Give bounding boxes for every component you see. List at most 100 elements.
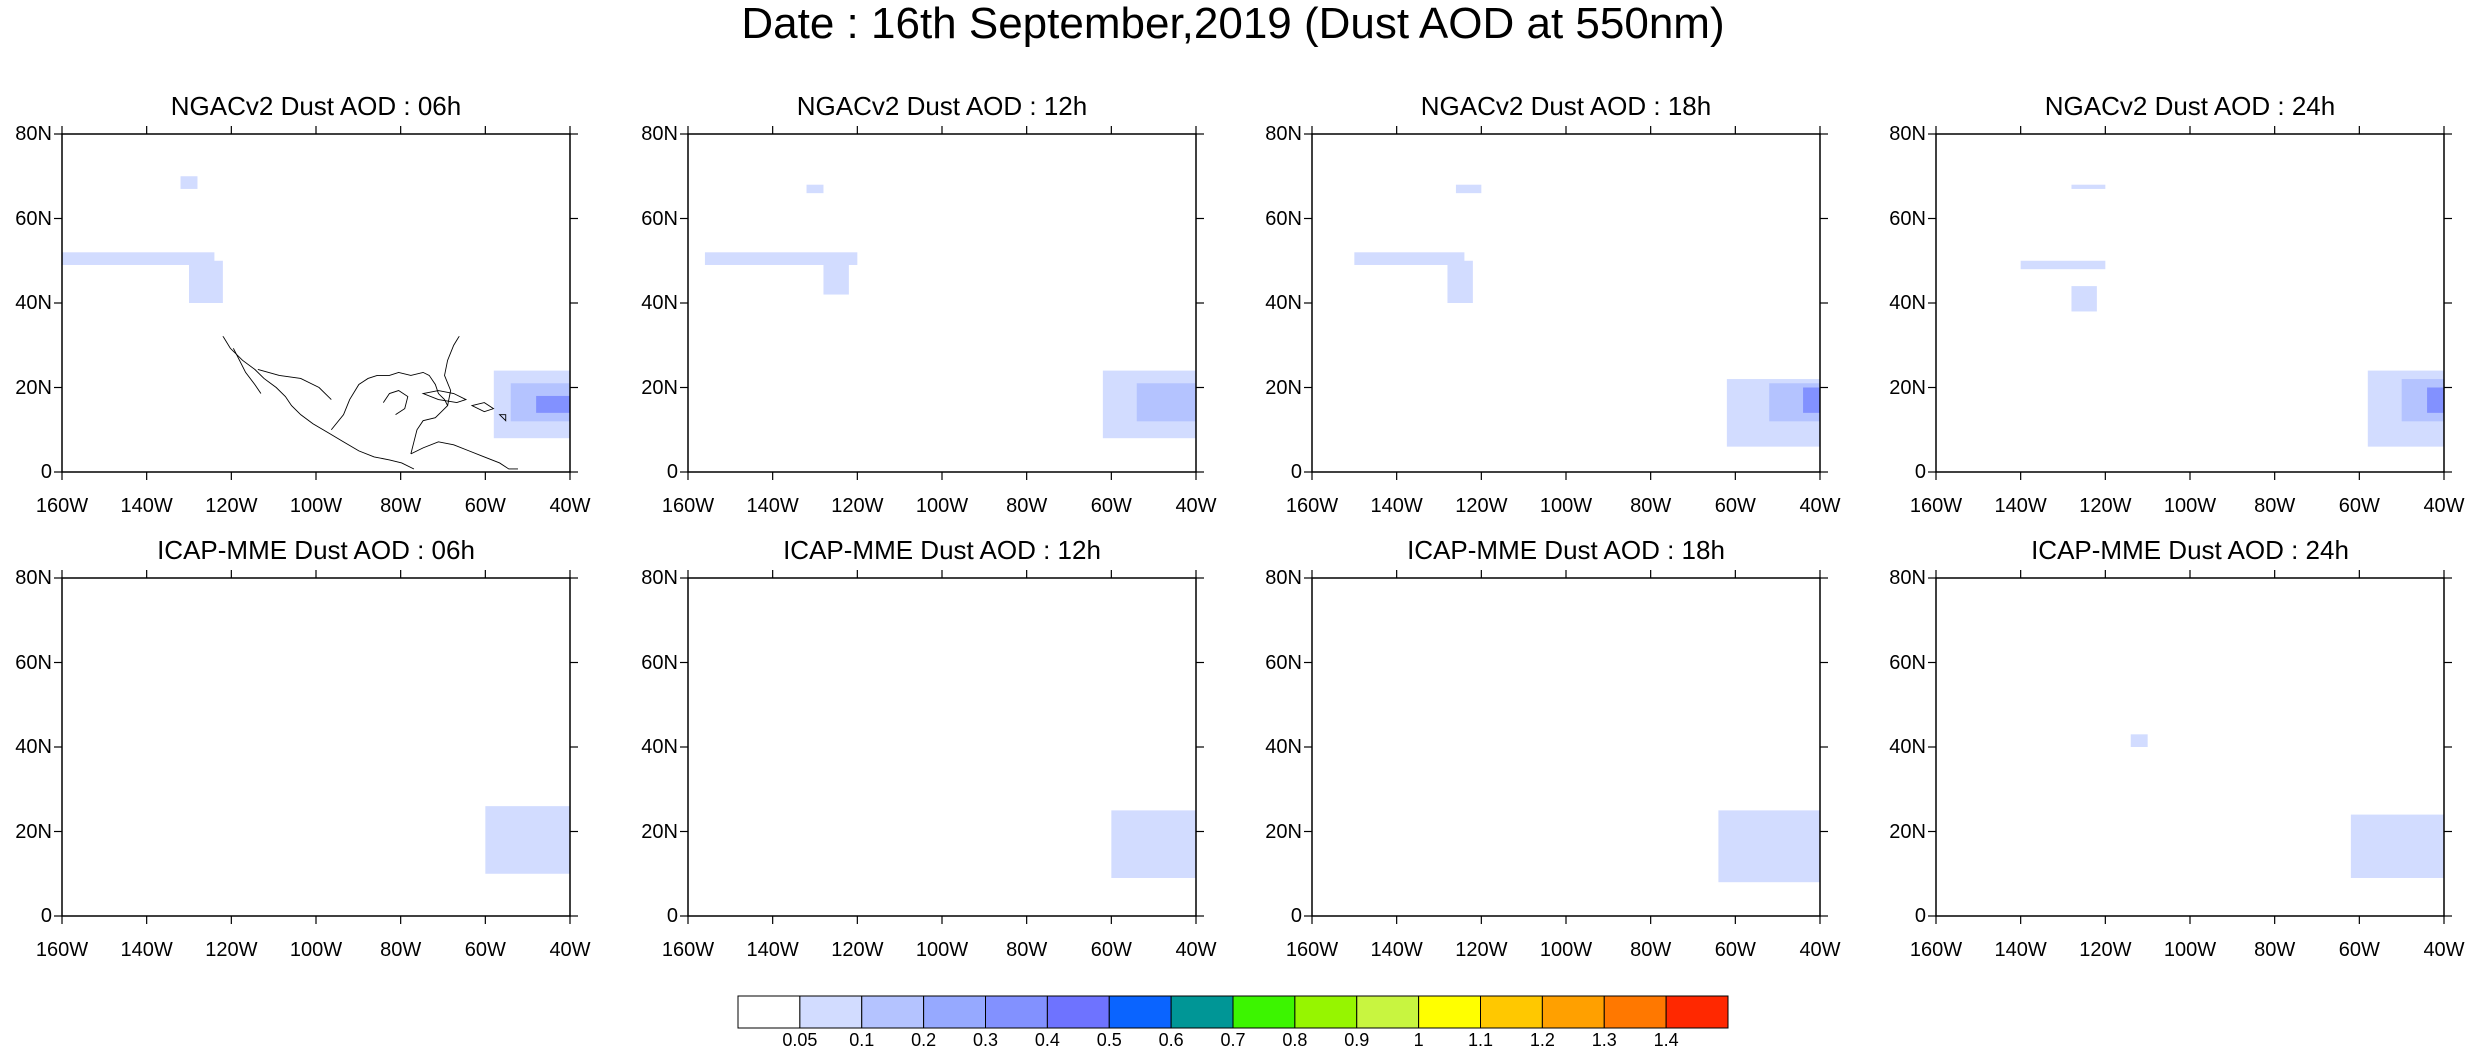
lon-label: 40W <box>1175 495 1217 517</box>
lat-label: 0 <box>1290 905 1302 927</box>
lon-label: 100W <box>289 939 343 961</box>
dust-plume-cell <box>2071 286 2097 312</box>
dust-plume-cell <box>180 176 198 189</box>
lat-label: 0 <box>1290 461 1302 483</box>
lon-label: 160W <box>1909 939 1963 961</box>
dust-plume-cell <box>806 184 824 194</box>
panel-title: ICAP-MME Dust AOD : 12h <box>783 535 1101 565</box>
panel-title: NGACv2 Dust AOD : 24h <box>2044 91 2336 121</box>
dust-plume-cell <box>1136 383 1196 422</box>
colorbar-label: 1.1 <box>1467 1030 1494 1050</box>
colorbar-label: 1.3 <box>1591 1030 1617 1050</box>
aod-field <box>704 184 1196 439</box>
colorbar-swatch <box>1418 995 1481 1029</box>
colorbar-label: 0.4 <box>1034 1030 1060 1050</box>
colorbar-swatch <box>1170 995 1234 1029</box>
lon-label: 140W <box>120 495 173 517</box>
lat-label: 80N <box>641 567 678 589</box>
lat-label: 40N <box>1889 292 1926 314</box>
lat-label: 80N <box>1889 567 1926 589</box>
lat-label: 0 <box>666 905 678 927</box>
aod-field <box>62 176 570 439</box>
colorbar-label: 1.2 <box>1529 1030 1555 1050</box>
lon-label: 120W <box>1455 495 1508 517</box>
lon-label: 60W <box>2338 939 2380 961</box>
colorbar-swatch <box>1665 995 1729 1029</box>
lat-label: 60N <box>1265 651 1302 674</box>
colorbar-swatch <box>923 995 986 1029</box>
lat-label: 80N <box>15 567 52 589</box>
lon-label: 80W <box>1006 495 1048 517</box>
map-panel-8 <box>1928 570 2452 924</box>
panel-title: ICAP-MME Dust AOD : 24h <box>2031 535 2349 565</box>
map-panel-4 <box>1928 126 2452 480</box>
lat-label: 0 <box>666 461 678 483</box>
panel-title: NGACv2 Dust AOD : 18h <box>1420 91 1712 121</box>
lon-label: 140W <box>746 939 799 961</box>
lat-label: 60N <box>1265 207 1302 230</box>
colorbar-swatch <box>1294 995 1358 1029</box>
colorbar-swatch <box>1356 995 1420 1029</box>
map-panel-5 <box>54 570 578 924</box>
lat-label: 40N <box>1889 736 1926 758</box>
lat-label: 20N <box>1265 376 1302 399</box>
lat-label: 60N <box>641 651 678 674</box>
colorbar-label: 0.6 <box>1158 1030 1184 1050</box>
lat-label: 40N <box>15 736 52 758</box>
lat-label: 80N <box>1889 123 1926 145</box>
colorbar-label: 1 <box>1413 1030 1424 1050</box>
lat-label: 20N <box>641 820 678 843</box>
lon-label: 80W <box>2254 495 2296 517</box>
lat-label: 20N <box>641 376 678 399</box>
lon-label: 80W <box>1630 939 1672 961</box>
lat-label: 60N <box>1889 207 1926 230</box>
lon-label: 40W <box>1799 495 1841 517</box>
lon-label: 60W <box>1714 939 1756 961</box>
map-panel-7 <box>1304 570 1828 924</box>
colorbar <box>737 995 1729 1029</box>
lon-label: 40W <box>2423 495 2465 517</box>
aod-field <box>2020 184 2444 447</box>
lon-label: 80W <box>380 495 422 517</box>
dust-plume-cell <box>1354 252 1465 265</box>
lat-label: 40N <box>1265 292 1302 314</box>
lon-label: 160W <box>1285 495 1339 517</box>
dust-plume-cell <box>62 252 215 265</box>
dust-plume-cell <box>704 252 858 265</box>
lon-label: 100W <box>2163 939 2217 961</box>
panel-title: NGACv2 Dust AOD : 12h <box>796 91 1088 121</box>
lon-label: 100W <box>1539 939 1593 961</box>
map-panel-1 <box>54 126 578 480</box>
dust-plume-cell <box>189 260 223 303</box>
lon-label: 140W <box>1994 939 2047 961</box>
lon-label: 40W <box>1799 939 1841 961</box>
colorbar-label: 0.05 <box>782 1030 818 1050</box>
colorbar-label: 0.7 <box>1220 1030 1246 1050</box>
aod-field <box>1718 810 1820 883</box>
panel-title: NGACv2 Dust AOD : 06h <box>170 91 462 121</box>
lat-label: 40N <box>15 292 52 314</box>
colorbar-swatch <box>1541 995 1605 1029</box>
lon-label: 60W <box>2338 495 2380 517</box>
lon-label: 100W <box>1539 495 1593 517</box>
lon-label: 80W <box>2254 939 2296 961</box>
lon-label: 60W <box>1090 495 1132 517</box>
lon-label: 100W <box>289 495 343 517</box>
colorbar-swatch <box>1232 995 1296 1029</box>
map-panel-3 <box>1304 126 1828 480</box>
lon-label: 140W <box>1370 495 1423 517</box>
lon-label: 120W <box>2079 939 2132 961</box>
figure-title: Date : 16th September,2019 (Dust AOD at … <box>741 0 1725 48</box>
lon-label: 120W <box>1455 939 1508 961</box>
dust-plume-cell <box>2020 260 2106 270</box>
lon-label: 120W <box>205 495 258 517</box>
lon-label: 120W <box>205 939 258 961</box>
map-panel-6 <box>680 570 1204 924</box>
colorbar-label: 0.1 <box>849 1030 875 1050</box>
dust-plume-cell <box>1128 818 1188 857</box>
lon-label: 40W <box>1175 939 1217 961</box>
lon-label: 60W <box>464 495 506 517</box>
lat-label: 20N <box>1889 376 1926 399</box>
lon-label: 120W <box>831 495 884 517</box>
colorbar-label: 0.9 <box>1344 1030 1370 1050</box>
